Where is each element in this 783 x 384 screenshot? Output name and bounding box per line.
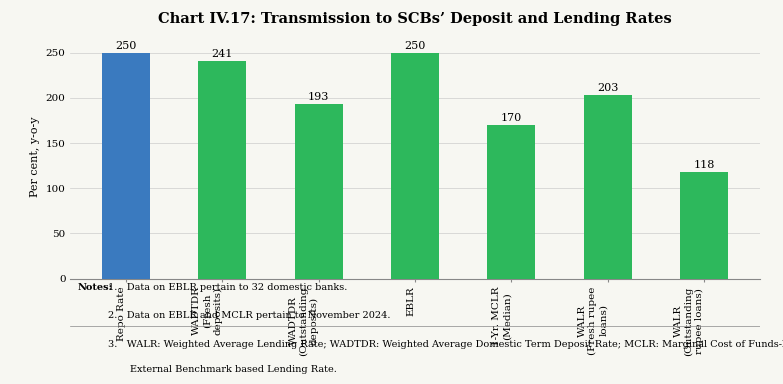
Bar — [294, 104, 343, 279]
Bar — [680, 172, 728, 279]
Text: 250: 250 — [115, 41, 136, 51]
Bar — [583, 95, 632, 279]
Bar — [198, 61, 247, 279]
Title: Chart IV.17: Transmission to SCBs’ Deposit and Lending Rates: Chart IV.17: Transmission to SCBs’ Depos… — [158, 12, 672, 26]
Text: 193: 193 — [308, 93, 330, 103]
Text: 118: 118 — [694, 160, 715, 170]
Text: 1.   Data on EBLR pertain to 32 domestic banks.: 1. Data on EBLR pertain to 32 domestic b… — [108, 283, 348, 292]
Bar — [102, 53, 150, 279]
Text: Notes:: Notes: — [78, 283, 113, 292]
Text: 170: 170 — [501, 113, 522, 123]
Text: External Benchmark based Lending Rate.: External Benchmark based Lending Rate. — [108, 365, 337, 374]
Text: 241: 241 — [211, 49, 233, 59]
Text: 2.   Data on EBLR and MCLR pertain to November 2024.: 2. Data on EBLR and MCLR pertain to Nove… — [108, 311, 391, 321]
Text: 250: 250 — [404, 41, 426, 51]
Text: 203: 203 — [597, 83, 619, 93]
Text: 3.   WALR: Weighted Average Lending Rate; WADTDR: Weighted Average Domestic Term: 3. WALR: Weighted Average Lending Rate; … — [108, 339, 783, 349]
Y-axis label: Per cent, y-o-y: Per cent, y-o-y — [31, 116, 40, 197]
Bar — [487, 125, 536, 279]
Bar — [391, 53, 439, 279]
